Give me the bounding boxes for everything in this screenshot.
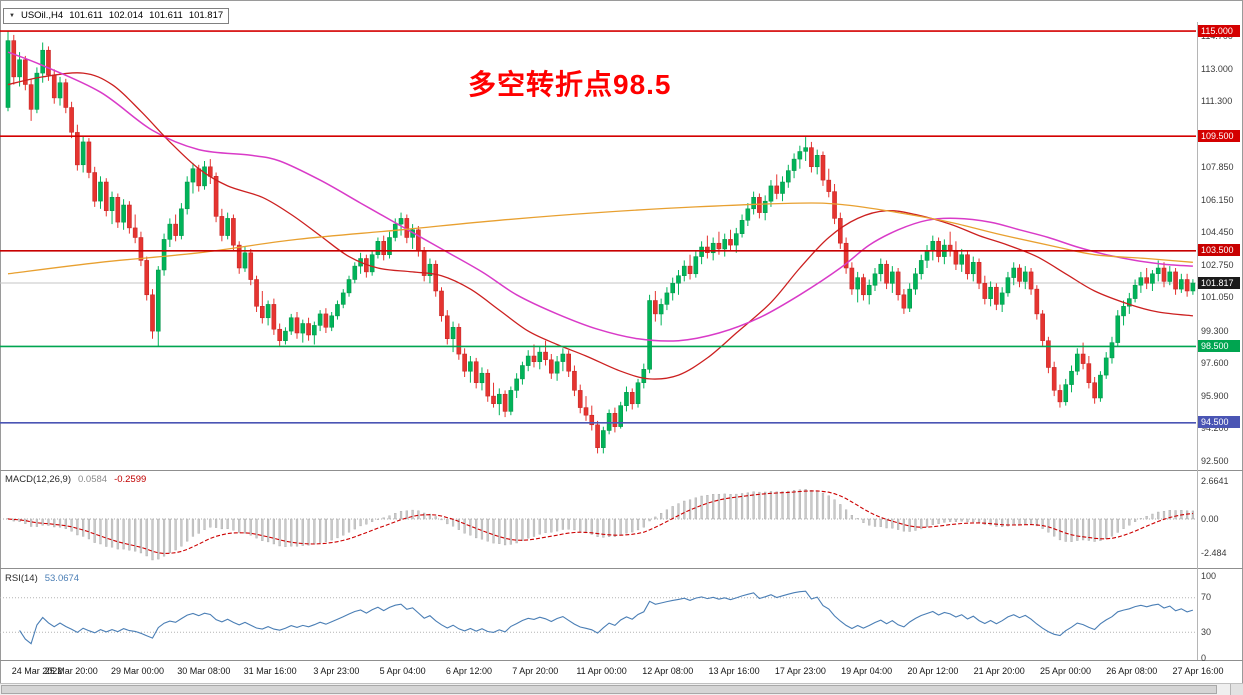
time-axis-label: 5 Apr 04:00 (379, 666, 426, 676)
symbol-info-box[interactable]: ▼ USOil.,H4 101.611 102.014 101.611 101.… (3, 8, 230, 24)
time-axis-label: 30 Mar 08:00 (177, 666, 231, 676)
time-axis-label: 20 Apr 12:00 (907, 666, 959, 676)
chart-annotation-text: 多空转折点98.5 (468, 69, 672, 100)
price-axis-label: 97.600 (1201, 358, 1229, 369)
panel-separators (0, 22, 1243, 661)
macd-axis-label: 0.00 (1201, 513, 1219, 524)
price-level-badge: 94.500 (1198, 416, 1240, 429)
time-axis-label: 26 Apr 08:00 (1106, 666, 1158, 676)
price-level-badge: 103.500 (1198, 244, 1240, 257)
time-axis-label: 3 Apr 23:00 (313, 666, 360, 676)
time-axis-label: 6 Apr 12:00 (445, 666, 492, 676)
macd-panel-layer (0, 489, 1196, 561)
price-axis-label: 102.750 (1201, 259, 1234, 270)
ma-mid-magenta-line (7, 51, 1193, 342)
ohlc-low: 101.611 (149, 10, 183, 21)
macd-axis-label: -2.484 (1201, 548, 1227, 559)
candles-layer (5, 31, 1196, 454)
price-axis-label: 107.850 (1201, 162, 1234, 173)
ma-fast-red-line (7, 72, 1193, 380)
macd-name: MACD(12,26,9) (5, 474, 71, 485)
horizontal-scrollbar[interactable] (0, 683, 1243, 695)
time-axis-label: 24 Mar 2022 (11, 666, 63, 676)
rsi-axis-label: 30 (1201, 626, 1212, 637)
price-axis-label: 111.300 (1201, 96, 1233, 107)
scrollbar-corner (1230, 684, 1243, 695)
symbol-name: USOil.,H4 (20, 10, 64, 21)
time-axis-label: 7 Apr 20:00 (512, 666, 559, 676)
macd-main-value: 0.0584 (78, 474, 108, 485)
macd-axis-label: 2.6641 (1201, 476, 1229, 487)
level-lines-layer (0, 30, 1196, 424)
ma-lines-layer (7, 51, 1193, 380)
price-axis-label: 106.150 (1201, 194, 1234, 205)
rsi-name: RSI(14) (5, 573, 38, 584)
rsi-indicator-label: RSI(14) 53.0674 (5, 573, 79, 584)
macd-indicator-label: MACD(12,26,9) 0.0584 -0.2599 (5, 474, 146, 485)
price-axis-label: 92.500 (1201, 455, 1229, 466)
time-axis-label: 27 Apr 16:00 (1172, 666, 1224, 676)
time-axis-label: 11 Apr 00:00 (576, 666, 627, 676)
price-level-badge: 98.500 (1198, 339, 1240, 352)
time-axis-label: 19 Apr 04:00 (841, 666, 893, 676)
time-axis-label: 12 Apr 08:00 (642, 666, 694, 676)
ohlc-close: 101.817 (188, 10, 224, 21)
time-axis-label: 13 Apr 16:00 (708, 666, 760, 676)
rsi-axis-label: 70 (1201, 592, 1212, 603)
price-axis-label: 113.000 (1201, 63, 1233, 74)
ohlc-open: 101.611 (69, 10, 103, 21)
rsi-axis-label: 100 (1201, 570, 1217, 581)
symbol-dropdown-icon[interactable]: ▼ (9, 13, 15, 19)
rsi-value: 53.0674 (44, 573, 80, 584)
ma-slow-orange-line (7, 202, 1193, 275)
time-axis-label: 29 Mar 00:00 (111, 666, 165, 676)
rsi-axis-label: 0 (1201, 652, 1207, 663)
price-axis-label: 95.900 (1201, 390, 1229, 401)
price-level-badge: 109.500 (1198, 129, 1240, 142)
time-axis-label: 31 Mar 16:00 (243, 666, 297, 676)
time-axis-label: 25 Apr 00:00 (1039, 666, 1091, 676)
price-axis-label: 101.050 (1201, 292, 1234, 303)
current-price-badge: 101.817 (1198, 276, 1240, 289)
price-axis-label: 104.450 (1201, 227, 1234, 238)
ohlc-high: 102.014 (108, 10, 144, 21)
time-axis-label: 25 Mar 20:00 (44, 666, 98, 676)
scrollbar-thumb[interactable] (1, 685, 1217, 694)
price-level-badge: 115.000 (1198, 24, 1240, 37)
price-axis-label: 99.300 (1201, 325, 1229, 336)
rsi-panel-layer (0, 590, 1196, 645)
macd-signal-value: -0.2599 (114, 474, 147, 485)
time-axis-label: 21 Apr 20:00 (973, 666, 1025, 676)
time-axis-label: 17 Apr 23:00 (774, 666, 826, 676)
